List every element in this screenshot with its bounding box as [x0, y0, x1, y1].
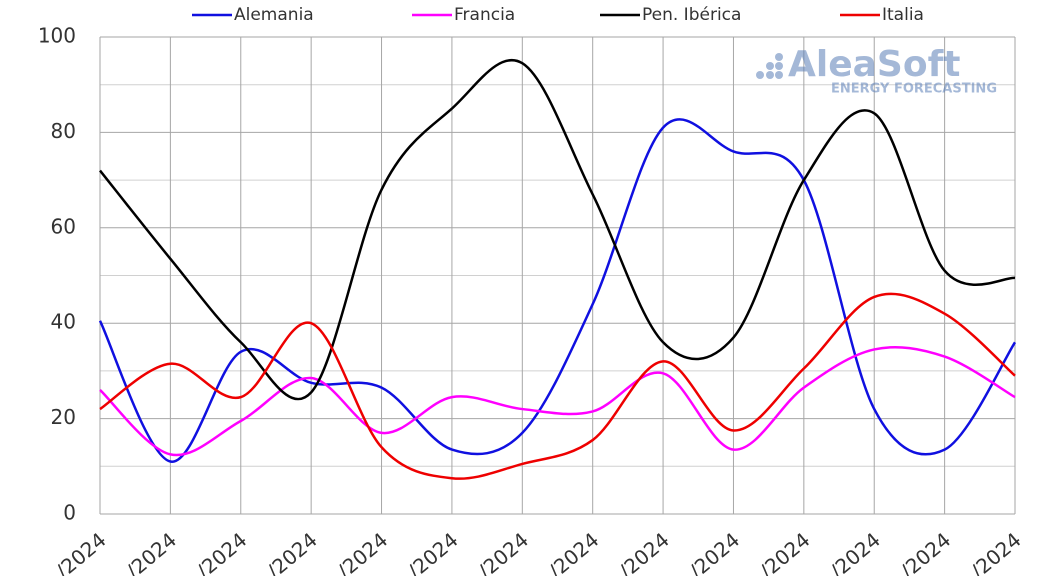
x-tick-label: /2024: [473, 528, 533, 576]
series-line: [99, 345, 1016, 457]
series-line: [99, 292, 1016, 480]
y-tick-label: 40: [51, 310, 76, 334]
logo-dot: [775, 53, 783, 61]
x-tick-label: /2024: [122, 528, 182, 576]
y-tick-label: 100: [38, 24, 76, 48]
y-tick-label: 0: [63, 501, 76, 525]
legend-label: Francia: [454, 5, 515, 25]
x-tick-label: /2024: [403, 528, 463, 576]
x-tick-label: /2024: [614, 528, 674, 576]
logo-dot: [775, 71, 783, 79]
legend-label: Alemania: [234, 5, 314, 25]
x-tick-label: /2024: [966, 528, 1026, 576]
grid: [99, 36, 1016, 515]
legend-label: Italia: [882, 5, 924, 25]
y-tick-label: 20: [51, 405, 76, 429]
watermark-tagline: ENERGY FORECASTING: [831, 82, 997, 97]
series-line: [98, 118, 1017, 463]
x-tick-label: /2024: [51, 528, 111, 576]
x-tick-label: /2024: [896, 528, 956, 576]
logo-dot: [775, 62, 783, 70]
x-tick-label: /2024: [825, 528, 885, 576]
y-tick-label: 60: [51, 214, 76, 238]
logo-dot: [756, 71, 764, 79]
logo-dot: [766, 62, 774, 70]
series-line: [99, 59, 1016, 401]
x-tick-label: /2024: [333, 528, 393, 576]
watermark-brand: AleaSoft: [788, 44, 960, 85]
x-tick-label: /2024: [755, 528, 815, 576]
x-tick-label: /2024: [262, 528, 322, 576]
y-tick-label: 80: [51, 119, 76, 143]
logo-dot: [766, 71, 774, 79]
x-tick-label: /2024: [685, 528, 745, 576]
x-tick-label: /2024: [192, 528, 252, 576]
watermark: AleaSoft ENERGY FORECASTING: [756, 44, 997, 97]
x-tick-label: /2024: [544, 528, 604, 576]
legend-label: Pen. Ibérica: [642, 5, 741, 25]
